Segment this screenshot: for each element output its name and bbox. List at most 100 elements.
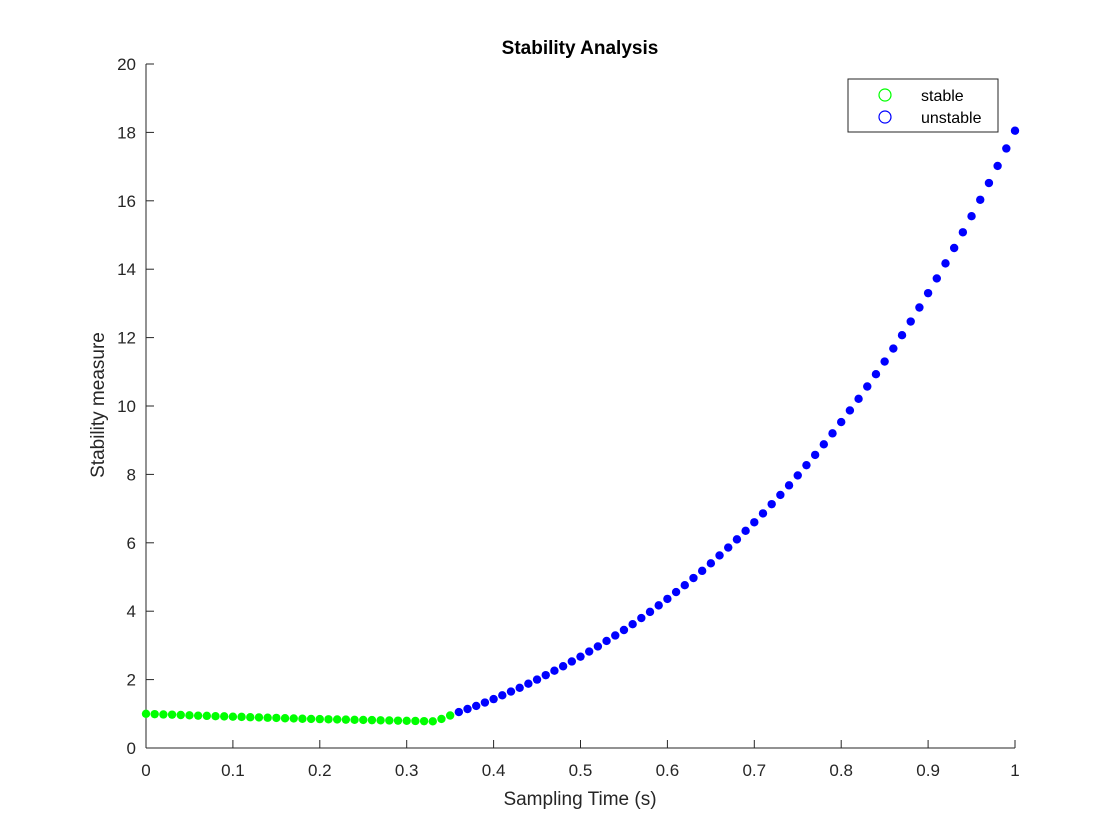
axes: 0 0.1 0.2 0.3 0.4 0.5 0.6 0.7 0.8 0.9 102468101214… — [117, 55, 1020, 780]
legend-label-stable: stable — [921, 88, 964, 105]
unstable-point — [776, 491, 784, 499]
stable-point — [298, 715, 306, 723]
series-unstable — [455, 126, 1020, 716]
stable-point — [350, 716, 358, 724]
y-tick-label: 4 — [127, 602, 136, 621]
x-tick-label: 0.7 — [742, 761, 766, 780]
stable-point — [394, 716, 402, 724]
stable-point — [333, 715, 341, 723]
x-tick-label: 0.2 — [308, 761, 332, 780]
unstable-point — [602, 637, 610, 645]
unstable-point — [880, 357, 888, 365]
unstable-point — [907, 317, 915, 325]
unstable-point — [542, 671, 550, 679]
unstable-point — [993, 162, 1001, 170]
unstable-point — [837, 418, 845, 426]
x-tick-label: 0.5 — [569, 761, 593, 780]
x-tick-label: 0 — [141, 761, 150, 780]
unstable-point — [698, 567, 706, 575]
x-tick-label: 0.6 — [656, 761, 680, 780]
unstable-point — [941, 259, 949, 267]
unstable-point — [594, 642, 602, 650]
stable-point — [159, 710, 167, 718]
stable-point — [316, 715, 324, 723]
stable-point — [411, 717, 419, 725]
unstable-point — [785, 481, 793, 489]
unstable-point — [568, 657, 576, 665]
unstable-point — [455, 708, 463, 716]
unstable-point — [794, 471, 802, 479]
stable-point — [368, 716, 376, 724]
stable-point — [211, 712, 219, 720]
x-tick-label: 0.9 — [916, 761, 940, 780]
unstable-point — [498, 691, 506, 699]
y-tick-label: 6 — [127, 534, 136, 553]
stable-point — [359, 716, 367, 724]
y-tick-label: 10 — [117, 397, 136, 416]
unstable-point — [681, 581, 689, 589]
unstable-point — [933, 274, 941, 282]
x-tick-label: 0.4 — [482, 761, 506, 780]
stable-point — [385, 716, 393, 724]
unstable-point — [985, 179, 993, 187]
unstable-point — [707, 559, 715, 567]
legend: stableunstable — [848, 79, 998, 132]
unstable-point — [689, 574, 697, 582]
stable-point — [342, 715, 350, 723]
stable-point — [220, 712, 228, 720]
stable-point — [185, 711, 193, 719]
unstable-point — [628, 620, 636, 628]
stable-point — [255, 713, 263, 721]
unstable-point — [863, 382, 871, 390]
stable-point — [307, 715, 315, 723]
stable-point — [324, 715, 332, 723]
stable-point — [246, 713, 254, 721]
stable-point — [150, 710, 158, 718]
unstable-point — [646, 608, 654, 616]
stable-point — [168, 710, 176, 718]
stable-point — [446, 711, 454, 719]
unstable-point — [924, 289, 932, 297]
unstable-point — [576, 652, 584, 660]
x-tick-label: 1 — [1010, 761, 1019, 780]
stable-point — [437, 715, 445, 723]
unstable-point — [759, 509, 767, 517]
unstable-point — [472, 702, 480, 710]
unstable-point — [959, 228, 967, 236]
y-tick-label: 20 — [117, 55, 136, 74]
unstable-point — [854, 395, 862, 403]
unstable-point — [898, 331, 906, 339]
chart-title: Stability Analysis — [502, 38, 659, 59]
unstable-point — [976, 196, 984, 204]
stable-point — [376, 716, 384, 724]
stable-point — [177, 711, 185, 719]
x-tick-label: 0.1 — [221, 761, 245, 780]
unstable-point — [550, 667, 558, 675]
stable-point — [194, 711, 202, 719]
y-tick-label: 12 — [117, 329, 136, 348]
unstable-point — [889, 344, 897, 352]
unstable-point — [637, 614, 645, 622]
unstable-point — [489, 695, 497, 703]
unstable-point — [655, 601, 663, 609]
y-tick-label: 16 — [117, 192, 136, 211]
x-tick-label: 0.8 — [829, 761, 853, 780]
unstable-point — [828, 429, 836, 437]
stable-point — [272, 714, 280, 722]
y-tick-label: 18 — [117, 123, 136, 142]
unstable-point — [802, 461, 810, 469]
y-tick-label: 2 — [127, 671, 136, 690]
unstable-point — [767, 500, 775, 508]
x-axis-label: Sampling Time (s) — [503, 789, 656, 810]
y-tick-label: 8 — [127, 465, 136, 484]
unstable-point — [1002, 144, 1010, 152]
stable-point — [263, 714, 271, 722]
unstable-point — [620, 626, 628, 634]
unstable-point — [463, 705, 471, 713]
stable-point — [203, 712, 211, 720]
unstable-point — [811, 451, 819, 459]
unstable-point — [611, 631, 619, 639]
unstable-point — [741, 527, 749, 535]
